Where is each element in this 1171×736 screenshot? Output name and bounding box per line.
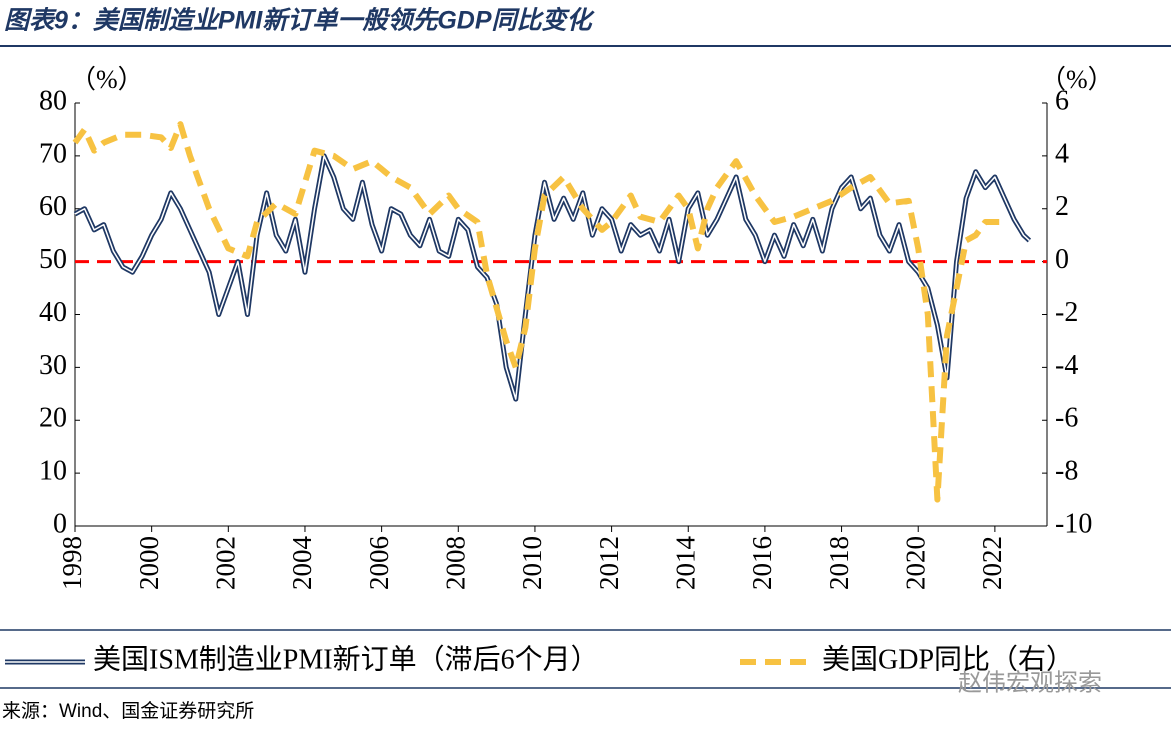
x-tick-label: 2010 <box>517 536 547 590</box>
y2-tick-label: -10 <box>1055 508 1092 539</box>
y2-tick-label: -2 <box>1055 297 1078 328</box>
x-tick-label: 2016 <box>747 536 777 590</box>
x-tick-label: 2008 <box>440 536 470 590</box>
y2-tick-label: -4 <box>1055 350 1078 381</box>
y-tick-label: 20 <box>39 403 67 434</box>
y2-tick-label: 2 <box>1055 191 1069 222</box>
x-tick-label: 2000 <box>134 536 164 590</box>
y-tick-label: 50 <box>39 244 67 275</box>
chart-title: 图表9：美国制造业PMI新订单一般领先GDP同比变化 <box>4 7 596 35</box>
legend-label: 美国ISM制造业PMI新订单（滞后6个月） <box>93 643 599 675</box>
y2-axis-label: （%） <box>1040 65 1114 94</box>
series-line-inner <box>74 155 1030 400</box>
x-tick-label: 2022 <box>977 536 1007 590</box>
y2-tick-label: 0 <box>1055 244 1069 275</box>
y-tick-label: 80 <box>39 85 67 116</box>
legend-label: 美国GDP同比（右） <box>822 643 1074 675</box>
x-tick-label: 2014 <box>670 536 700 591</box>
x-tick-label: 2006 <box>364 536 394 590</box>
y-tick-label: 40 <box>39 297 67 328</box>
y-tick-label: 0 <box>53 508 67 539</box>
x-tick-label: 2020 <box>900 536 930 590</box>
x-tick-label: 2004 <box>287 536 317 591</box>
watermark: 赵伟宏观探索 <box>958 669 1102 696</box>
y-tick-label: 70 <box>39 138 67 169</box>
y-tick-label: 60 <box>39 191 67 222</box>
x-tick-label: 2012 <box>594 536 624 590</box>
x-tick-label: 2002 <box>211 536 241 590</box>
y-axis-label: （%） <box>70 65 144 94</box>
x-tick-label: 1998 <box>57 536 87 590</box>
y-tick-label: 30 <box>39 350 67 381</box>
y2-tick-label: -6 <box>1055 403 1078 434</box>
series-line <box>73 153 1032 402</box>
x-tick-label: 2018 <box>824 536 854 590</box>
y2-tick-label: -8 <box>1055 456 1078 487</box>
source: 来源：Wind、国金证券研究所 <box>2 700 254 722</box>
series-line <box>72 121 1005 503</box>
y-tick-label: 10 <box>39 456 67 487</box>
y2-tick-label: 4 <box>1055 138 1069 169</box>
y2-tick-label: 6 <box>1055 85 1069 116</box>
